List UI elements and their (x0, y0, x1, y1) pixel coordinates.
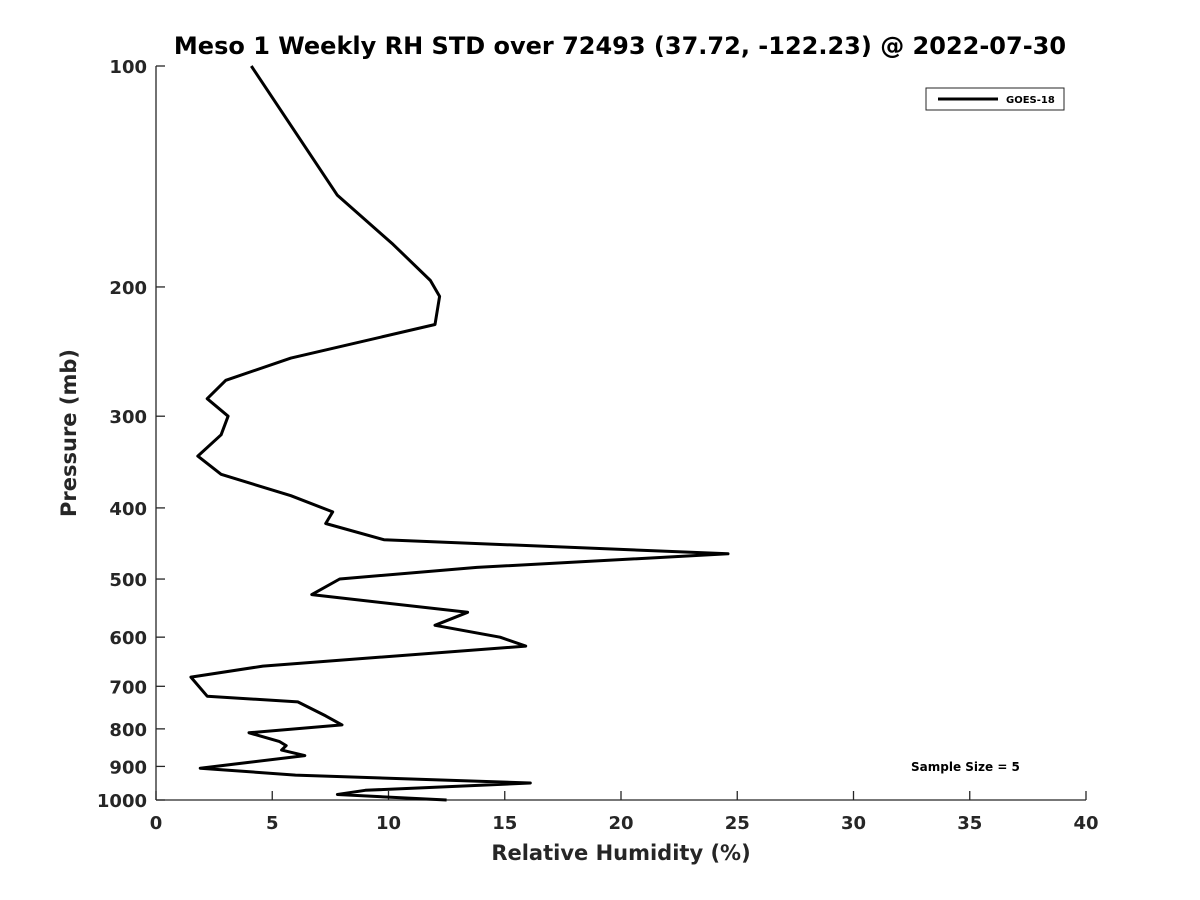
y-axis-ticks: 100 200 300 400 500 600 700 800 900 1000 (97, 57, 165, 812)
series-line-goes-18 (189, 65, 730, 802)
legend-label-goes-18: GOES-18 (1006, 95, 1055, 106)
y-tick-label: 600 (109, 628, 147, 649)
x-tick-label: 25 (725, 813, 750, 834)
y-tick-label: 400 (109, 499, 147, 520)
y-tick-label: 300 (109, 407, 147, 428)
x-axis-label: Relative Humidity (%) (491, 841, 750, 865)
x-axis-ticks: 0 5 10 15 20 25 30 35 40 (150, 791, 1099, 834)
y-tick-label: 800 (109, 720, 147, 741)
chart-title: Meso 1 Weekly RH STD over 72493 (37.72, … (174, 32, 1066, 60)
series-lines (189, 65, 730, 802)
x-tick-label: 10 (376, 813, 401, 834)
legend: GOES-18 (925, 87, 1065, 111)
x-tick-label: 15 (492, 813, 517, 834)
y-tick-label: 900 (109, 757, 147, 778)
x-tick-label: 20 (608, 813, 633, 834)
y-axis-label: Pressure (mb) (57, 349, 81, 517)
x-tick-label: 30 (841, 813, 866, 834)
x-tick-label: 5 (266, 813, 279, 834)
y-tick-label: 100 (109, 57, 147, 78)
plot-area: 0 5 10 15 20 25 30 35 40 100 200 300 400 500 600 700 80… (97, 57, 1099, 834)
y-tick-label: 700 (109, 677, 147, 698)
x-tick-label: 0 (150, 813, 163, 834)
sample-size-annotation: Sample Size = 5 (911, 760, 1020, 774)
x-tick-label: 35 (957, 813, 982, 834)
x-tick-label: 40 (1073, 813, 1098, 834)
y-tick-label: 1000 (97, 791, 147, 812)
y-tick-label: 500 (109, 570, 147, 591)
y-tick-label: 200 (109, 278, 147, 299)
